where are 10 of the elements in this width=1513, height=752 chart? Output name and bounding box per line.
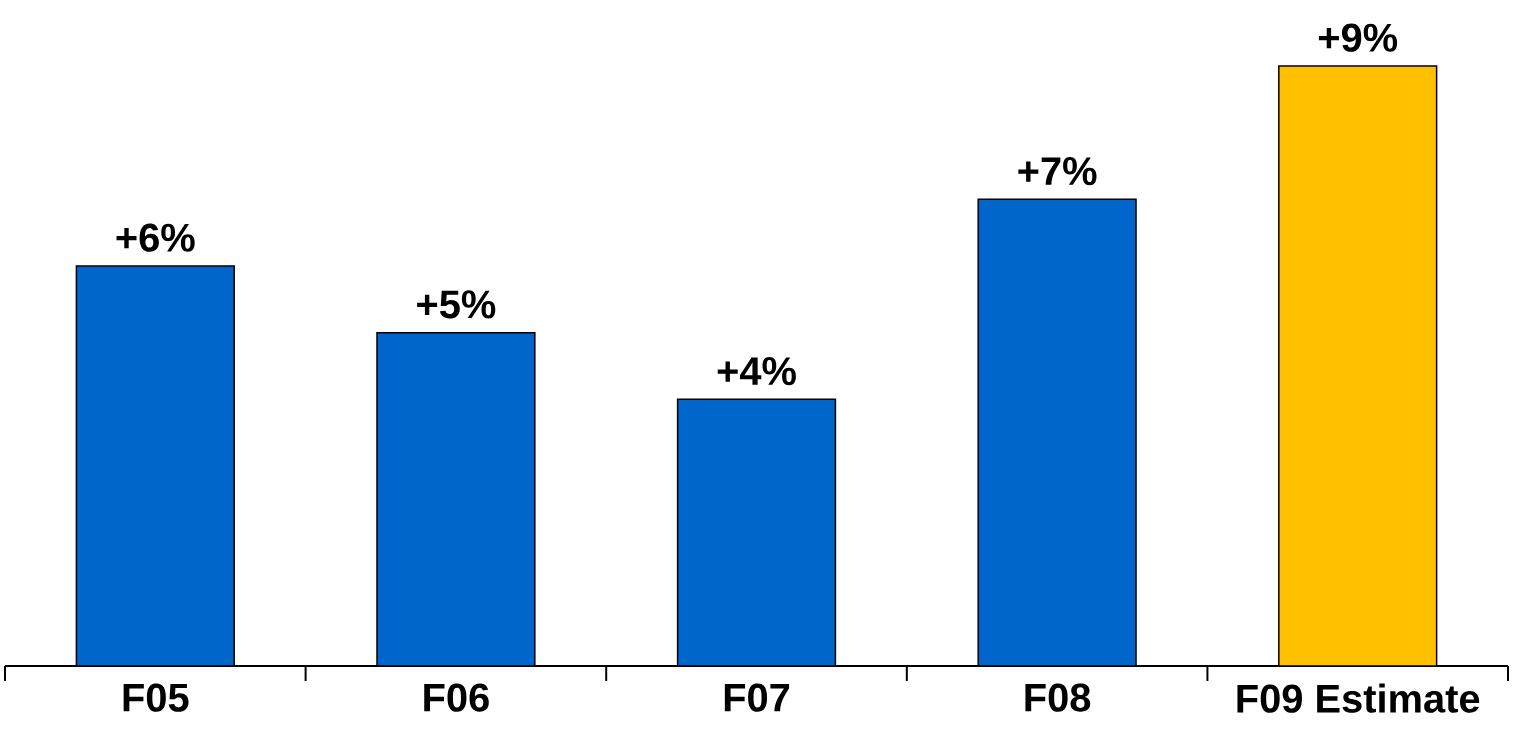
x-tick-label: F05: [123, 683, 189, 712]
data-label: +9%: [1318, 23, 1398, 52]
x-tick-label: F07: [724, 683, 790, 712]
x-tick-label: F09 Estimate: [1237, 683, 1480, 713]
x-tick-label: F06: [424, 683, 489, 712]
data-label: +5%: [417, 290, 496, 319]
data-label: +6%: [116, 223, 195, 252]
x-tick-label: F08: [1025, 683, 1091, 712]
data-label: +7%: [1018, 157, 1097, 186]
data-label: +4%: [717, 357, 796, 386]
